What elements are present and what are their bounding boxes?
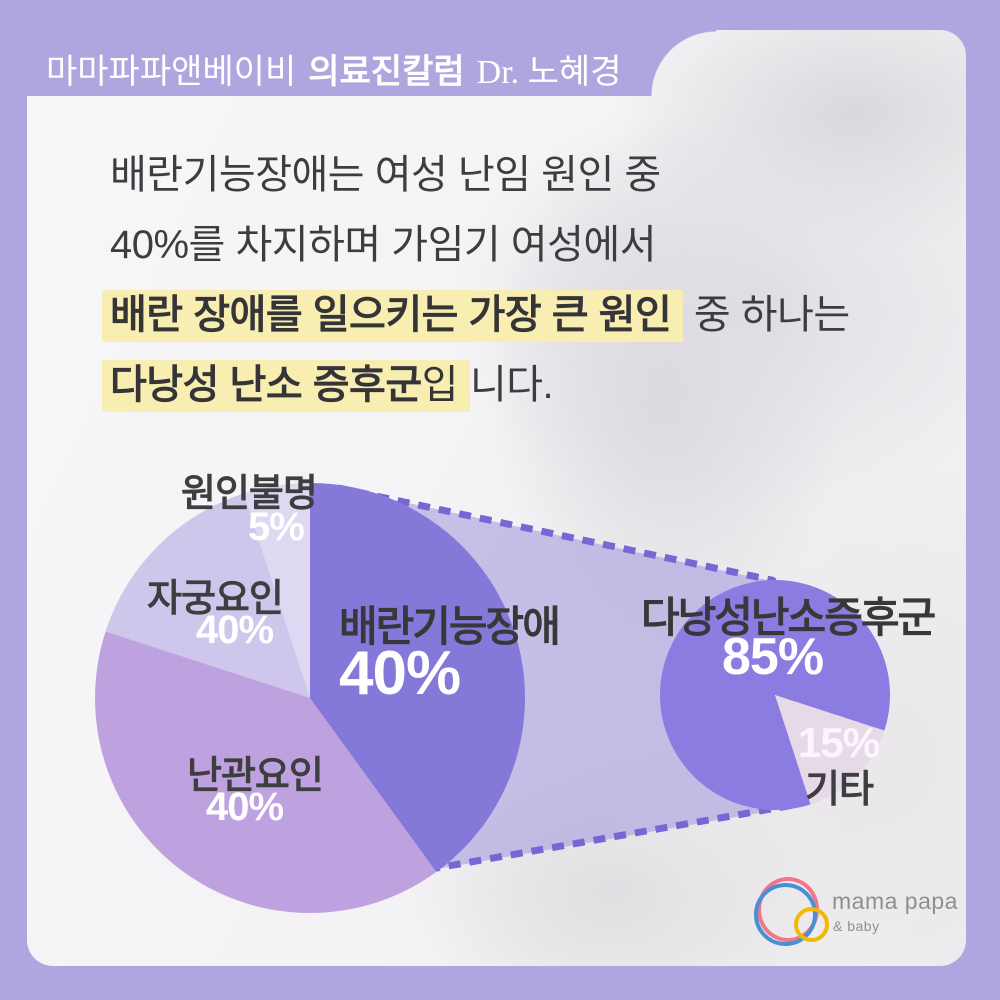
slice-value-uterine: 40% <box>196 608 274 652</box>
slice-label-tubal: 난관요인 <box>187 755 324 797</box>
page-title: 마마파파앤베이비 의료진칼럼 Dr. 노혜경 <box>46 44 622 93</box>
intro-line-3-rest: 중 하나는 <box>683 293 850 337</box>
pie-ovulation-disorder-breakdown <box>660 580 890 810</box>
header-band <box>0 0 651 96</box>
logo-text: mama papa <box>832 888 958 914</box>
column-title: 의료진칼럼 <box>308 54 465 91</box>
logo-yellow-ring-icon <box>794 907 829 942</box>
highlight-pcos-tail: 입 <box>421 363 459 407</box>
slice-label-ovulatory-disorder: 배란기능장애 <box>339 603 561 650</box>
slice-label-unknown: 원인불명 <box>181 473 318 515</box>
slice-label-uterine: 자궁요인 <box>147 578 284 620</box>
slice-value-tubal: 40% <box>206 785 284 829</box>
highlight-pcos: 다낭성 난소 증후군입 <box>102 360 470 412</box>
logo-subtext: & baby <box>833 918 880 934</box>
header-band-corner <box>650 30 716 96</box>
doctor-name: Dr. 노혜경 <box>476 54 622 91</box>
pie-infertility-causes <box>95 483 525 913</box>
slice-label-pcos: 다낭성난소증후군 <box>641 594 936 641</box>
brand-logo: mama papa & baby <box>752 874 962 946</box>
brand-name: 마마파파앤베이비 <box>46 54 297 91</box>
slice-value-etc: 15% <box>798 719 880 766</box>
intro-line-2: 40%를 차지하며 가임기 여성에서 <box>110 223 656 267</box>
highlight-pcos-bold: 다낭성 난소 증후군 <box>110 363 422 407</box>
intro-line-4-rest: 니다. <box>469 363 554 407</box>
intro-paragraph: 배란기능장애는 여성 난임 원인 중 40%를 차지하며 가임기 여성에서 배란… <box>102 140 850 420</box>
intro-line-1: 배란기능장애는 여성 난임 원인 중 <box>110 153 661 197</box>
intro-line-4: 다낭성 난소 증후군입 니다. <box>102 350 850 420</box>
slice-value-ovulatory-disorder: 40% <box>339 639 461 708</box>
slice-label-etc: 기타 <box>805 769 874 811</box>
slice-value-pcos: 85% <box>722 628 824 686</box>
highlight-ovulation-cause: 배란 장애를 일으키는 가장 큰 원인 <box>102 290 684 342</box>
intro-line-3: 배란 장애를 일으키는 가장 큰 원인 중 하나는 <box>102 280 850 350</box>
slice-value-unknown: 5% <box>248 505 305 549</box>
